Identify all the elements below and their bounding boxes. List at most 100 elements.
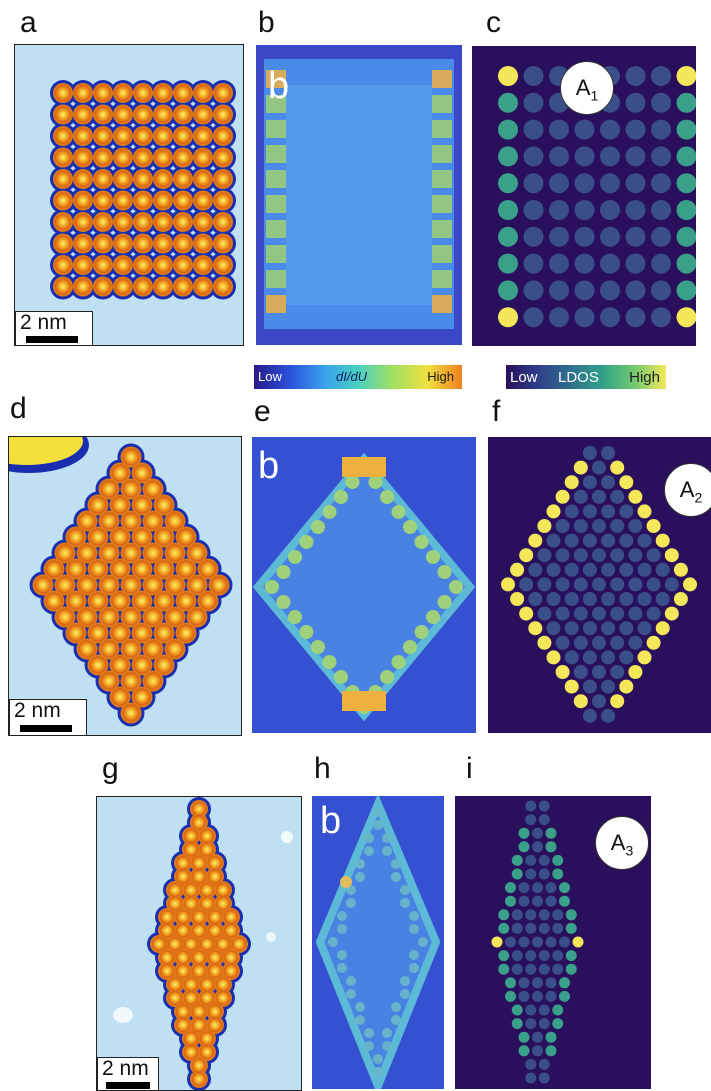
atom [215,171,231,187]
edge-state-spot [391,655,406,669]
atom [75,192,91,209]
ldos-site [676,119,696,140]
ldos-site [573,548,588,563]
ldos-site [498,307,518,328]
ldos-site [528,533,543,548]
atom [188,608,206,626]
ldos-site [532,1031,543,1043]
atom [45,592,63,610]
ldos-site [555,489,570,504]
atom [192,869,206,884]
edge-state-spot [266,95,286,113]
ldos-site [525,909,537,921]
edge-state-spot [409,911,419,921]
atom [135,85,151,101]
panel-label-b: b [258,6,275,39]
edge-state-spot [299,625,314,639]
atom [95,85,111,101]
ldos-site [601,562,616,577]
ldos-site [552,854,564,866]
ldos-site [498,909,510,921]
atom [200,991,214,1005]
atom [135,192,151,209]
ldos-site [511,922,523,934]
atom [115,149,131,166]
ldos-site [532,936,543,948]
atom [208,856,222,870]
badge-a3: A3 [595,816,649,870]
ldos-site [637,621,652,636]
atom [177,560,195,578]
ldos-site [559,882,570,894]
atom [192,923,206,938]
ldos-colorbar: Low LDOS High [506,365,666,389]
ldos-site [552,1018,564,1030]
ldos-site [582,679,597,694]
ldos-site [546,592,561,606]
edge-state-spot [266,270,286,288]
atom [176,910,190,924]
edge-state-spot [364,846,374,856]
edge-state-spot [340,876,352,888]
ldos-site [518,841,530,853]
atom [78,576,96,594]
edge-state-spot [266,295,286,313]
atom [168,896,182,911]
scale-bar [20,725,72,732]
edge-state-spot [311,640,325,654]
atom [55,235,71,252]
atom [200,1031,214,1046]
ldos-site [574,200,595,220]
edge-state-spot [391,1002,401,1012]
ldos-site [564,562,579,577]
atom [95,171,111,187]
badge-a2-letter: A [679,477,695,502]
atom [208,1004,222,1019]
atom [176,856,190,870]
scale-bar-label: 2 nm [14,699,61,722]
ldos-site [532,977,543,989]
ldos-site [549,307,569,328]
atom [208,964,222,978]
atom [135,214,151,230]
ldos-map-elongated-diamond: A3 [455,796,651,1089]
ldos-site [537,577,552,592]
ldos-site [528,621,543,636]
atom [200,883,214,897]
atom [75,235,91,252]
atom [122,480,140,498]
ldos-site [537,548,552,563]
ldos-site [565,922,577,934]
ldos-site [565,909,577,921]
ldos-site [619,650,634,665]
atom [111,528,129,546]
ldos-site [518,895,530,907]
atom [184,883,198,897]
edge-state-spot [345,475,360,489]
atom [144,544,162,562]
ldos-site [610,577,625,592]
ldos-site [538,868,550,880]
edge-state-spot [391,1015,401,1025]
ldos-site [610,548,625,563]
edge-state-spot [322,655,337,669]
ldos-site [525,868,537,880]
edge-state-spot [355,859,365,869]
atom [192,1072,206,1086]
ldos-site [565,963,577,975]
ldos-site [601,708,616,723]
ldos-colorbar-title: LDOS [558,369,599,386]
atom [175,171,191,187]
didu-map-rectangle: b [256,45,462,345]
panel-label-h: h [314,752,331,785]
atom [89,528,107,546]
ldos-site [552,868,564,880]
ldos-site [637,562,652,577]
atom [56,608,74,626]
ldos-site [625,200,646,220]
atom [155,560,173,578]
atom [95,192,111,209]
ldos-site [559,895,570,907]
atom [175,85,191,101]
atom [168,937,182,951]
